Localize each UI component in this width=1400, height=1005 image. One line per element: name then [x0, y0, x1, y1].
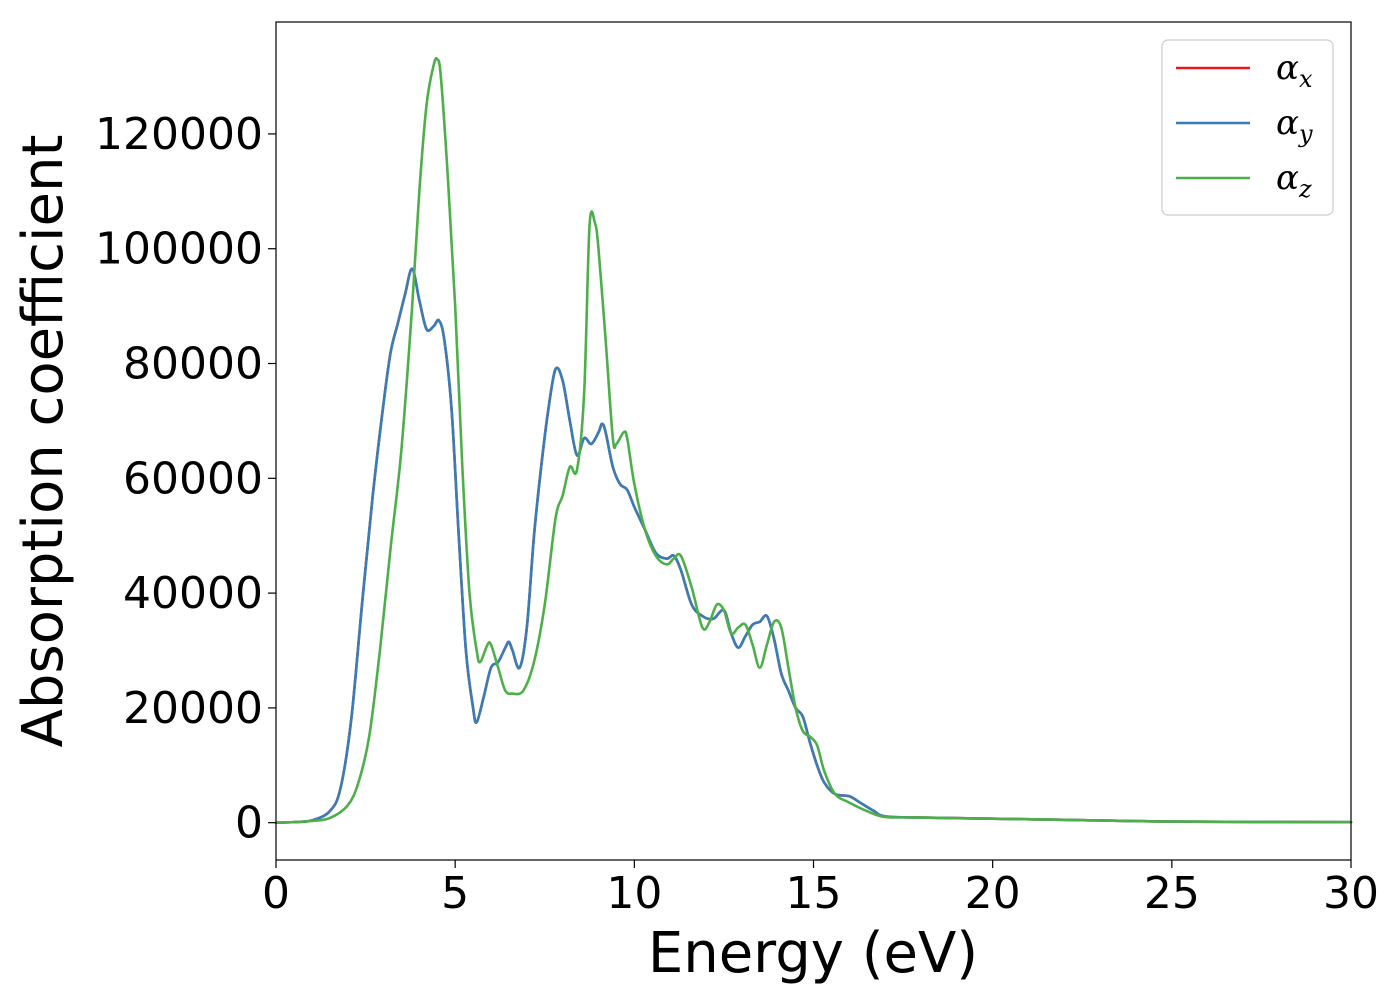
series-line-z: [274, 56, 1353, 824]
x-axis-title: Energy (eV): [648, 921, 978, 986]
y-tick-label: 80000: [123, 339, 263, 390]
y-tick-label: 60000: [123, 453, 263, 504]
legend-box: [1161, 39, 1334, 216]
legend-label-z: αz: [1276, 158, 1312, 203]
legend-label-y: αy: [1276, 103, 1313, 148]
y-tick-label: 120000: [95, 109, 263, 160]
x-tick-label: 15: [786, 868, 842, 919]
x-tick-label: 5: [441, 868, 469, 919]
series-line-y: [274, 267, 1353, 824]
legend-label-x: αx: [1276, 48, 1313, 93]
legend: αx αy αz: [1161, 39, 1334, 216]
y-tick-label: 20000: [123, 683, 263, 734]
y-tick-label: 0: [235, 798, 263, 849]
x-tick-label: 30: [1323, 868, 1379, 919]
x-tick-label: 10: [606, 868, 662, 919]
y-axis-title: Absorption coefficient: [11, 135, 76, 748]
x-tick-label: 20: [965, 868, 1021, 919]
x-tick-label: 25: [1144, 868, 1200, 919]
y-tick-label: 100000: [95, 224, 263, 275]
x-tick-label: 0: [262, 868, 290, 919]
y-tick-label: 40000: [123, 568, 263, 619]
